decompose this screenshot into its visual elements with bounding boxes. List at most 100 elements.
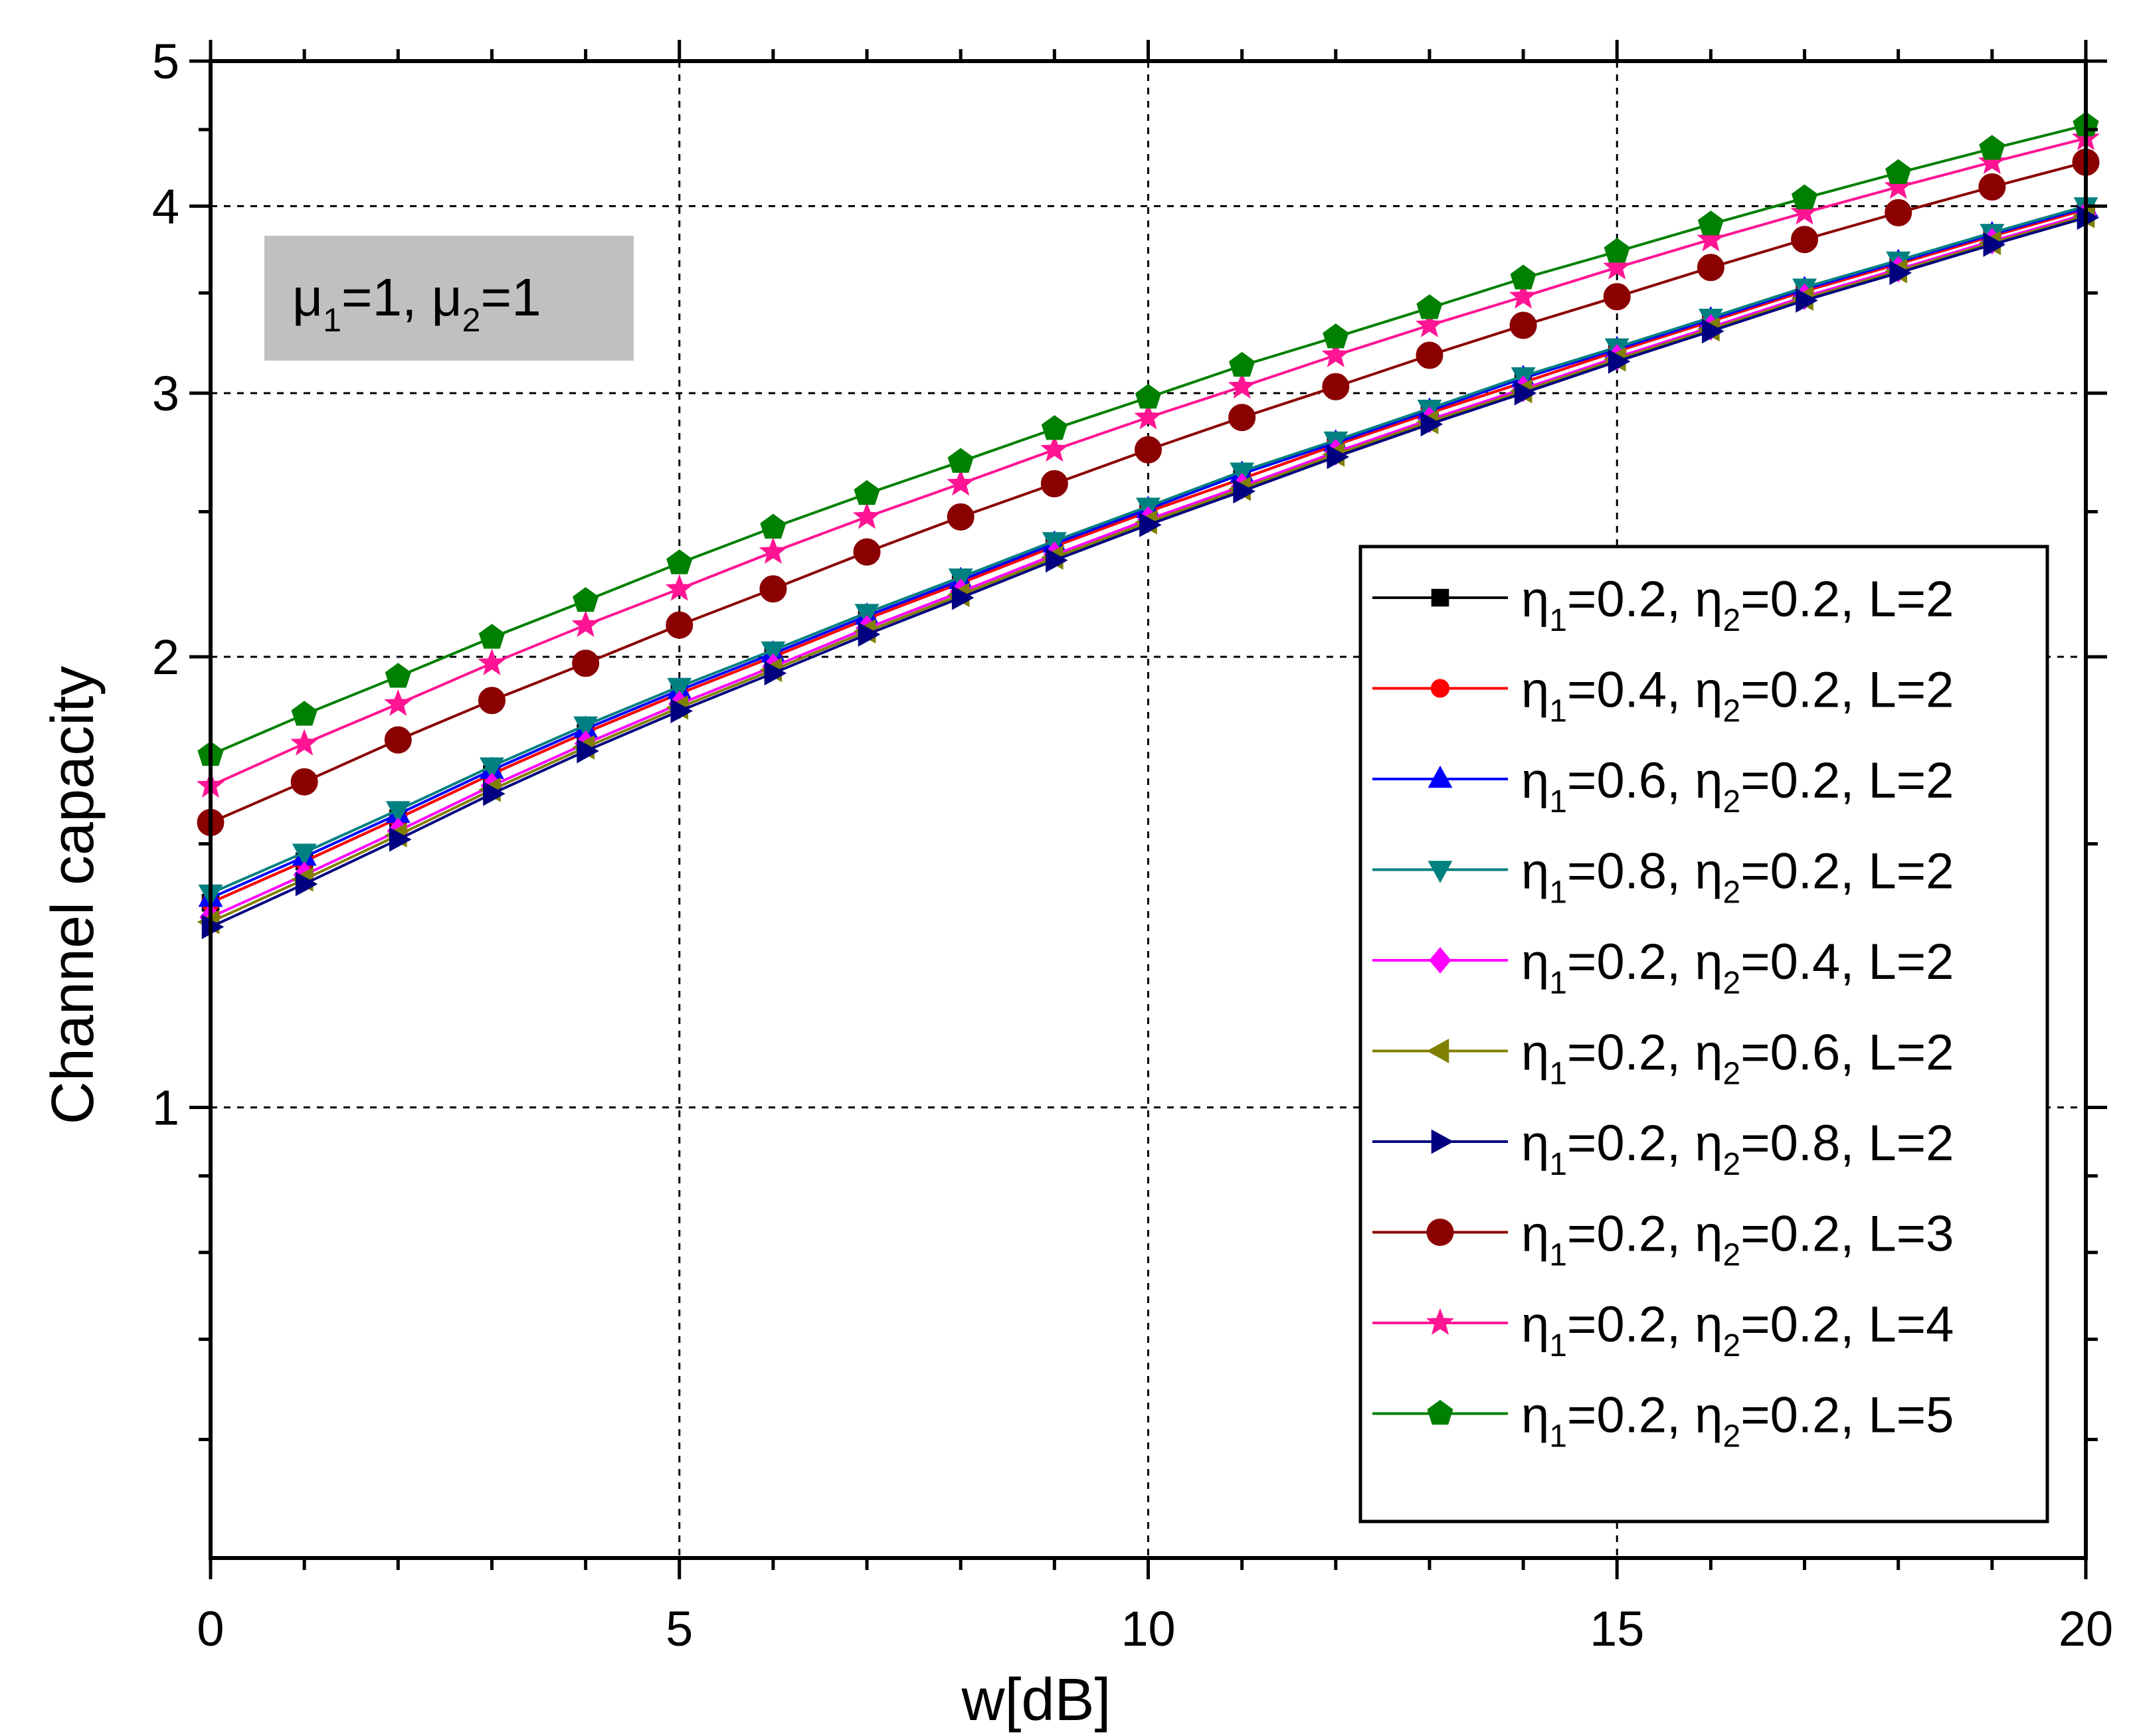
legend-marker	[1431, 588, 1449, 607]
legend-marker	[1426, 1219, 1454, 1246]
data-point	[1040, 470, 1068, 497]
legend-entry: η1=0.2, η2=0.2, L=2	[1372, 571, 1954, 638]
x-tick-label: 20	[2059, 1601, 2113, 1656]
data-point	[1415, 310, 1444, 337]
data-point	[666, 549, 693, 574]
data-point	[577, 738, 599, 764]
data-point	[1885, 199, 1912, 226]
data-point	[1603, 252, 1631, 280]
data-point	[1420, 412, 1443, 437]
data-point	[483, 781, 506, 806]
data-point	[1229, 351, 1255, 377]
legend-marker	[1428, 861, 1453, 883]
data-point	[1327, 444, 1350, 470]
plot-series	[196, 111, 2100, 940]
legend-entry: η1=0.8, η2=0.2, L=2	[1372, 843, 1954, 911]
data-point	[947, 503, 974, 531]
legend-entry: η1=0.2, η2=0.2, L=5	[1372, 1387, 1954, 1454]
data-point	[1040, 434, 1069, 462]
legend-label: η1=0.4, η2=0.2, L=2	[1521, 662, 1954, 729]
y-tick-label: 2	[152, 630, 179, 685]
data-point	[853, 538, 881, 566]
data-point	[854, 479, 880, 505]
data-point	[1979, 135, 2005, 160]
y-axis-label: Channel capacity	[40, 666, 106, 1124]
data-point	[1983, 232, 2006, 257]
data-point	[389, 827, 412, 852]
legend-entry: η1=0.2, η2=0.8, L=2	[1372, 1115, 1954, 1182]
legend-label: η1=0.6, η2=0.2, L=2	[1521, 752, 1954, 820]
data-point	[1697, 254, 1724, 282]
data-point	[1978, 173, 2006, 201]
data-point	[1884, 172, 1912, 199]
legend-marker	[1430, 679, 1450, 698]
data-point	[1233, 479, 1255, 504]
x-tick-label: 5	[666, 1601, 693, 1656]
data-point	[290, 768, 318, 796]
data-point	[1509, 311, 1537, 339]
data-point	[1978, 147, 2006, 175]
data-point	[2077, 205, 2100, 230]
data-point	[1702, 319, 1724, 344]
data-point	[760, 513, 787, 539]
data-point	[1134, 402, 1162, 430]
data-point	[1416, 294, 1443, 319]
data-point	[572, 650, 600, 677]
data-point	[1135, 383, 1162, 409]
data-point	[1323, 323, 1349, 349]
data-point	[573, 716, 599, 739]
data-point	[951, 585, 974, 610]
data-point	[1510, 264, 1536, 290]
data-point	[1041, 415, 1067, 440]
data-point	[1791, 226, 1819, 254]
legend-entry: η1=0.4, η2=0.2, L=2	[1372, 662, 1954, 729]
data-point	[764, 661, 787, 686]
data-point	[759, 537, 788, 564]
data-point	[478, 687, 506, 715]
data-point	[667, 677, 692, 701]
data-point	[666, 611, 694, 639]
data-point	[571, 610, 600, 638]
data-point	[1046, 548, 1068, 573]
data-point	[1604, 238, 1630, 263]
data-point	[480, 757, 504, 780]
axes: 0 5 10 15 20 1 2 3 4 5	[152, 34, 2113, 1656]
data-point	[1608, 349, 1631, 374]
x-axis-label: w[dB]	[961, 1667, 1111, 1733]
data-point	[1228, 404, 1256, 432]
annotation-text: μ1=1, μ2=1	[292, 268, 541, 339]
legend-box	[1358, 545, 2049, 1523]
y-tick-label: 1	[152, 1080, 179, 1135]
data-point	[292, 843, 317, 866]
data-point	[947, 469, 975, 496]
legend-label: η1=0.2, η2=0.2, L=4	[1521, 1296, 1954, 1363]
legend: η1=0.2, η2=0.2, L=2 η1=0.4, η2=0.2, L=2 η1…	[1358, 545, 2049, 1523]
legend-marker	[1428, 765, 1453, 788]
data-point	[478, 624, 506, 649]
legend-entry: η1=0.2, η2=0.4, L=2	[1372, 934, 1954, 1001]
legend-entry: η1=0.2, η2=0.2, L=3	[1372, 1206, 1954, 1273]
data-point	[201, 914, 225, 940]
parameter-annotation: μ1=1, μ2=1	[264, 236, 634, 361]
legend-label: η1=0.8, η2=0.2, L=2	[1521, 843, 1954, 911]
legend-marker	[1431, 1129, 1454, 1154]
data-point	[665, 574, 694, 601]
data-point	[1416, 341, 1443, 369]
data-point	[573, 586, 599, 612]
legend-marker	[1426, 1039, 1449, 1063]
data-point	[290, 729, 319, 756]
data-point	[1514, 381, 1537, 406]
annotation-box	[264, 236, 634, 361]
legend-label: η1=0.2, η2=0.2, L=3	[1521, 1206, 1954, 1273]
legend-label: η1=0.2, η2=0.8, L=2	[1521, 1115, 1954, 1182]
legend-entry: η1=0.6, η2=0.2, L=2	[1372, 752, 1954, 820]
data-point	[759, 575, 787, 603]
data-point	[852, 502, 881, 529]
series-7	[201, 205, 2100, 940]
x-tick-label: 15	[1590, 1601, 1644, 1656]
legend-label: η1=0.2, η2=0.4, L=2	[1521, 934, 1954, 1001]
data-point	[1509, 282, 1538, 309]
data-point	[385, 801, 411, 824]
data-point	[384, 726, 412, 754]
data-point	[1889, 260, 1912, 286]
